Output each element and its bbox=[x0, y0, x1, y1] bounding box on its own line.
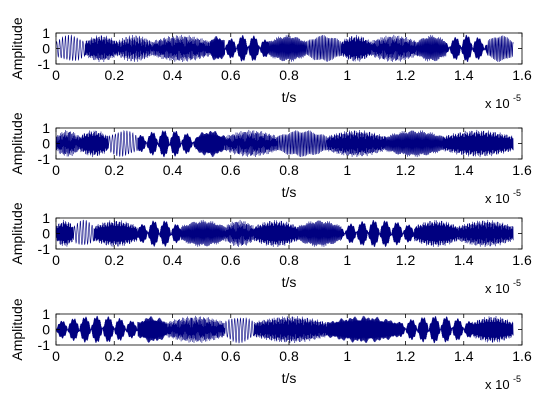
x-tick-label: 1 bbox=[343, 252, 351, 268]
x-scale-exponent: -5 bbox=[513, 93, 521, 103]
y-tick-label: 0 bbox=[42, 226, 50, 242]
x-tick-label: 0.8 bbox=[279, 162, 299, 178]
waveform-line bbox=[55, 219, 514, 248]
x-tick-label: 0.6 bbox=[221, 348, 241, 364]
y-axis-label: Amplitude bbox=[9, 202, 25, 264]
waveform-line bbox=[55, 34, 514, 63]
x-tick-label: 0 bbox=[52, 162, 60, 178]
x-tick-label: 1.6 bbox=[512, 67, 532, 83]
x-axis-label: t/s bbox=[282, 274, 297, 290]
x-tick-label: 1.4 bbox=[454, 67, 474, 83]
x-axis-label: t/s bbox=[282, 184, 297, 200]
x-tick-label: 0.6 bbox=[221, 67, 241, 83]
x-tick-label: 1.6 bbox=[512, 252, 532, 268]
x-scale-label: x 10 bbox=[485, 377, 510, 392]
y-tick-label: 1 bbox=[42, 210, 50, 226]
x-axis-label: t/s bbox=[282, 89, 297, 105]
x-scale-exponent: -5 bbox=[513, 188, 521, 198]
y-tick-label: -1 bbox=[38, 151, 51, 167]
x-scale-label: x 10 bbox=[485, 281, 510, 296]
x-tick-label: 0.6 bbox=[221, 252, 241, 268]
y-tick-label: -1 bbox=[38, 56, 51, 72]
x-tick-label: 1.2 bbox=[396, 67, 416, 83]
x-tick-label: 1 bbox=[343, 348, 351, 364]
x-tick-label: 0.2 bbox=[105, 162, 125, 178]
waveform-line bbox=[55, 129, 514, 158]
y-tick-label: 1 bbox=[42, 25, 50, 41]
x-axis-label: t/s bbox=[282, 370, 297, 386]
y-axis-label: Amplitude bbox=[9, 298, 25, 360]
x-tick-label: 0.2 bbox=[105, 348, 125, 364]
x-tick-label: 0.4 bbox=[163, 67, 183, 83]
x-scale-label: x 10 bbox=[485, 191, 510, 206]
x-tick-label: 0.8 bbox=[279, 67, 299, 83]
x-tick-label: 0 bbox=[52, 348, 60, 364]
x-tick-label: 0 bbox=[52, 67, 60, 83]
x-tick-label: 0.4 bbox=[163, 162, 183, 178]
x-tick-label: 1.2 bbox=[396, 162, 416, 178]
y-axis-label: Amplitude bbox=[9, 17, 25, 79]
waveform-line bbox=[55, 315, 514, 344]
x-tick-label: 0.2 bbox=[105, 67, 125, 83]
y-tick-label: 1 bbox=[42, 306, 50, 322]
x-tick-label: 0.8 bbox=[279, 348, 299, 364]
x-tick-label: 1.6 bbox=[512, 348, 532, 364]
y-tick-label: -1 bbox=[38, 241, 51, 257]
x-tick-label: 1.4 bbox=[454, 252, 474, 268]
y-axis-label: Amplitude bbox=[9, 112, 25, 174]
y-tick-label: 1 bbox=[42, 120, 50, 136]
x-scale-label: x 10 bbox=[485, 96, 510, 111]
x-tick-label: 1.4 bbox=[454, 162, 474, 178]
y-tick-label: 0 bbox=[42, 322, 50, 338]
x-tick-label: 1.6 bbox=[512, 162, 532, 178]
x-tick-label: 0 bbox=[52, 252, 60, 268]
x-tick-label: 1.4 bbox=[454, 348, 474, 364]
x-tick-label: 0.2 bbox=[105, 252, 125, 268]
y-tick-label: 0 bbox=[42, 136, 50, 152]
x-tick-label: 0.4 bbox=[163, 348, 183, 364]
y-tick-label: -1 bbox=[38, 337, 51, 353]
y-tick-label: 0 bbox=[42, 41, 50, 57]
x-tick-label: 1 bbox=[343, 162, 351, 178]
x-scale-exponent: -5 bbox=[513, 278, 521, 288]
x-tick-label: 1 bbox=[343, 67, 351, 83]
x-tick-label: 0.4 bbox=[163, 252, 183, 268]
x-tick-label: 1.2 bbox=[396, 252, 416, 268]
x-tick-label: 0.8 bbox=[279, 252, 299, 268]
x-tick-label: 1.2 bbox=[396, 348, 416, 364]
x-tick-label: 0.6 bbox=[221, 162, 241, 178]
x-scale-exponent: -5 bbox=[513, 374, 521, 384]
